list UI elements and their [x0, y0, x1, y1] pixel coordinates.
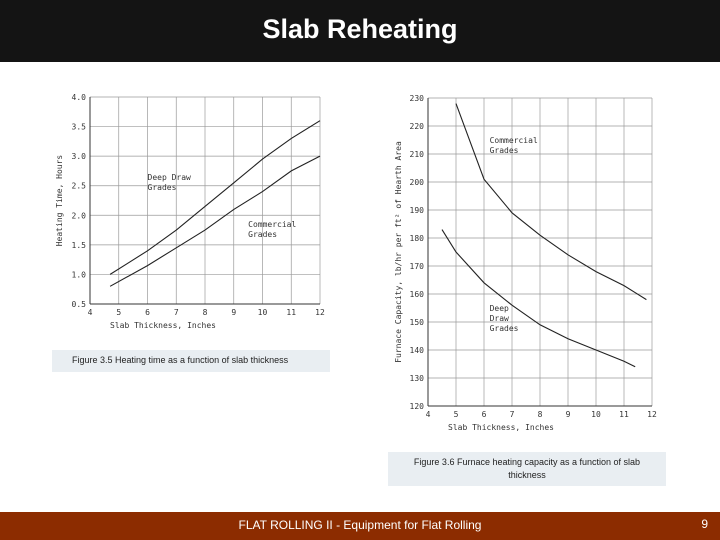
fig36-x-axis-label: Slab Thickness, Inches: [448, 423, 554, 432]
fig35-y-tick-label: 3.5: [72, 123, 87, 132]
page-title: Slab Reheating: [262, 14, 458, 44]
fig36-y-tick-label: 130: [410, 374, 425, 383]
fig36-series-annotation: Commercial: [490, 136, 538, 145]
fig36-y-tick-label: 120: [410, 402, 425, 411]
fig36-series-annotation: Grades: [490, 324, 519, 333]
fig35-y-tick-label: 3.0: [72, 152, 87, 161]
fig35-series-annotation: Commercial: [248, 220, 296, 229]
fig35-x-tick-label: 9: [231, 308, 236, 317]
fig36-series-annotation: Deep: [490, 304, 509, 313]
fig35-x-tick-label: 12: [315, 308, 325, 317]
fig36-x-tick-label: 5: [454, 410, 459, 419]
fig36-x-tick-label: 6: [482, 410, 487, 419]
fig36-y-tick-label: 150: [410, 318, 425, 327]
fig36-y-tick-label: 140: [410, 346, 425, 355]
fig35-series-annotation: Deep Draw: [148, 173, 192, 182]
fig35-x-tick-label: 7: [174, 308, 179, 317]
fig35-y-tick-label: 2.5: [72, 182, 87, 191]
fig35-x-axis-label: Slab Thickness, Inches: [110, 321, 216, 330]
fig36-x-tick-label: 12: [647, 410, 657, 419]
fig36-x-tick-label: 4: [426, 410, 431, 419]
fig35-x-tick-label: 6: [145, 308, 150, 317]
fig36-y-tick-label: 220: [410, 122, 425, 131]
fig35-series-annotation: Grades: [148, 183, 177, 192]
fig36-y-tick-label: 180: [410, 234, 425, 243]
fig36-y-tick-label: 160: [410, 290, 425, 299]
fig36-series-line-2: [441, 229, 636, 368]
page-number: 9: [701, 517, 708, 531]
fig35-y-tick-label: 2.0: [72, 211, 87, 220]
fig35-y-axis-label: Heating Time, Hours: [55, 155, 64, 247]
footer-text: FLAT ROLLING II - Equipment for Flat Rol…: [238, 518, 482, 532]
title-bar: Slab Reheating: [0, 0, 720, 62]
fig35-y-tick-label: 1.5: [72, 241, 87, 250]
fig36-y-tick-label: 210: [410, 150, 425, 159]
fig35-series-line-2: [109, 155, 321, 287]
fig35-x-tick-label: 11: [286, 308, 296, 317]
caption-figure-3-6: Figure 3.6 Furnace heating capacity as a…: [388, 452, 666, 486]
fig35-y-tick-label: 4.0: [72, 93, 87, 102]
fig36-x-tick-label: 8: [538, 410, 543, 419]
fig35-y-tick-label: 0.5: [72, 300, 87, 309]
fig36-series-annotation: Grades: [490, 146, 519, 155]
fig36-y-tick-label: 170: [410, 262, 425, 271]
fig35-x-tick-label: 8: [203, 308, 208, 317]
fig36-y-tick-label: 230: [410, 94, 425, 103]
fig36-x-tick-label: 7: [510, 410, 515, 419]
fig36-series-line-1: [455, 103, 647, 301]
fig36-y-tick-label: 200: [410, 178, 425, 187]
fig36-series-annotation: Draw: [490, 314, 509, 323]
fig36-x-tick-label: 11: [619, 410, 629, 419]
fig35-x-tick-label: 5: [116, 308, 121, 317]
fig35-x-tick-label: 10: [258, 308, 268, 317]
fig35-y-tick-label: 1.0: [72, 270, 87, 279]
fig36-x-tick-label: 10: [591, 410, 601, 419]
footer-bar: FLAT ROLLING II - Equipment for Flat Rol…: [0, 512, 720, 540]
caption-figure-3-5: Figure 3.5 Heating time as a function of…: [52, 350, 330, 372]
fig35-series-annotation: Grades: [248, 230, 277, 239]
fig35-series-line-1: [109, 120, 321, 275]
fig36-x-tick-label: 9: [566, 410, 571, 419]
fig35-x-tick-label: 4: [88, 308, 93, 317]
fig36-y-axis-label: Furnace Capacity, lb/hr per ft² of Heart…: [394, 141, 403, 363]
fig36-y-tick-label: 190: [410, 206, 425, 215]
